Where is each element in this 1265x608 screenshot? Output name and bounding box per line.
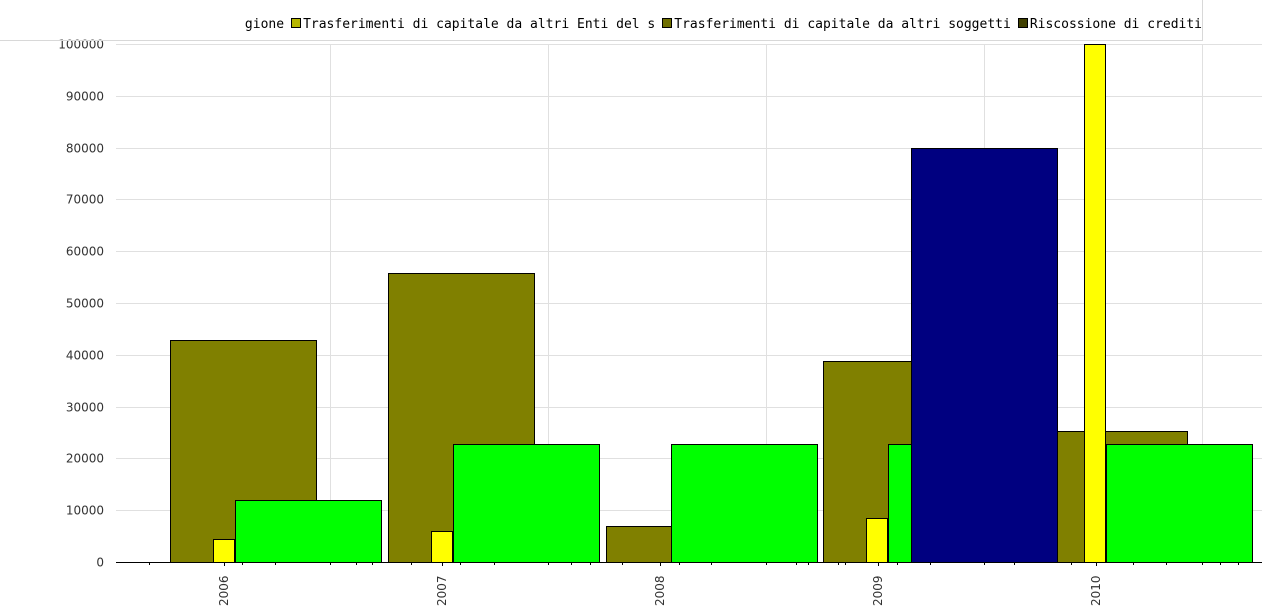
bar-yellow-2007: [431, 531, 453, 563]
x-tick-label: 2006: [217, 575, 231, 606]
x-tick-label: 2010: [1089, 575, 1103, 606]
legend: gione Trasferimenti di capitale da altri …: [0, 0, 1203, 41]
legend-label: gione: [244, 17, 285, 32]
legend-item: Riscossione di crediti: [1017, 17, 1202, 33]
x-tick-label: 2007: [435, 575, 449, 606]
y-tick-label: 30000: [66, 401, 104, 415]
bar-green-2006: [235, 500, 382, 563]
legend-label: Trasferimenti di capitale da altri Enti …: [303, 17, 656, 32]
bar-yellow-2009: [866, 518, 888, 563]
y-tick-label: 90000: [66, 90, 104, 104]
y-tick-label: 50000: [66, 297, 104, 311]
legend-swatch: [1017, 18, 1028, 28]
y-tick-label: 10000: [66, 504, 104, 518]
y-tick-label: 60000: [66, 245, 104, 259]
y-tick-label: 80000: [66, 142, 104, 156]
bar-yellow-2010: [1084, 44, 1106, 563]
y-tick-label: 20000: [66, 452, 104, 466]
legend-swatch: [662, 18, 673, 28]
bar-green-2010: [1106, 444, 1253, 563]
x-tick-label: 2009: [871, 575, 885, 606]
legend-item: Trasferimenti di capitale da altri Enti …: [291, 17, 655, 33]
legend-label: Trasferimenti di capitale da altri sogge…: [674, 17, 1011, 32]
legend-swatch: [291, 18, 302, 28]
y-tick-label: 100000: [58, 38, 104, 52]
y-tick-label: 40000: [66, 349, 104, 363]
y-tick-label: 0: [96, 556, 104, 570]
bar-yellow-2006: [213, 539, 235, 563]
bar-green-2007: [453, 444, 600, 563]
legend-label: Riscossione di crediti: [1029, 17, 1202, 32]
legend-item: gione: [245, 17, 284, 33]
bar-green-2008: [671, 444, 818, 563]
x-tick-label: 2008: [653, 575, 667, 606]
bar-navy-2009: [911, 148, 1058, 563]
legend-item: Trasferimenti di capitale da altri sogge…: [662, 17, 1011, 33]
y-tick-label: 70000: [66, 193, 104, 207]
